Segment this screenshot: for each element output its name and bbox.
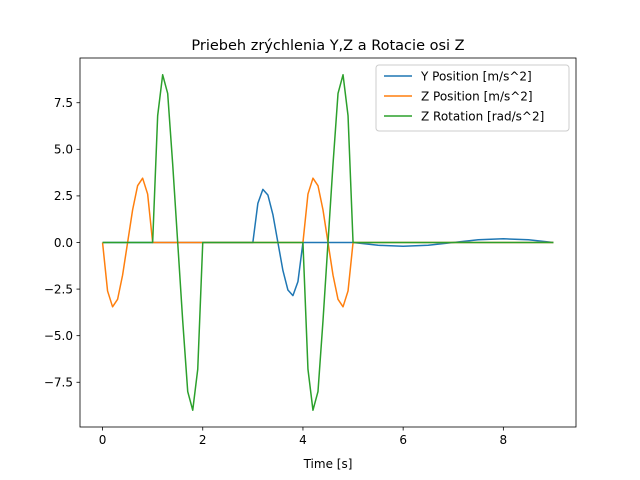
legend-label-1: Z Position [m/s^2] (421, 89, 533, 103)
x-tick-label: 0 (99, 433, 107, 447)
y-tick-label: −2.5 (44, 282, 73, 296)
y-tick-label: 5.0 (54, 143, 73, 157)
series-line-2 (102, 74, 554, 411)
y-tick-label: 0.0 (54, 236, 73, 250)
legend-label-2: Z Rotation [rad/s^2] (421, 109, 544, 123)
x-axis-label: Time [s] (303, 457, 353, 471)
y-tick-label: −7.5 (44, 376, 73, 390)
legend-label-0: Y Position [m/s^2] (420, 69, 532, 83)
y-axis-ticks: −7.5 −5.0 −2.5 0.0 2.5 5.0 7.5 (44, 96, 80, 390)
y-tick-label: −5.0 (44, 329, 73, 343)
legend: Y Position [m/s^2] Z Position [m/s^2] Z Ro… (375, 64, 570, 132)
x-tick-label: 2 (199, 433, 207, 447)
series-line-0 (102, 188, 554, 297)
plot-lines (101, 74, 554, 411)
y-tick-label: 7.5 (54, 96, 73, 110)
y-tick-label: 2.5 (54, 189, 73, 203)
x-axis-ticks: 0 2 4 6 8 (99, 427, 507, 447)
x-tick-label: 6 (399, 433, 407, 447)
x-tick-label: 4 (299, 433, 307, 447)
x-tick-label: 8 (500, 433, 508, 447)
legend-box (375, 64, 570, 132)
chart-title: Priebeh zrýchlenia Y,Z a Rotacie osi Z (191, 38, 464, 54)
